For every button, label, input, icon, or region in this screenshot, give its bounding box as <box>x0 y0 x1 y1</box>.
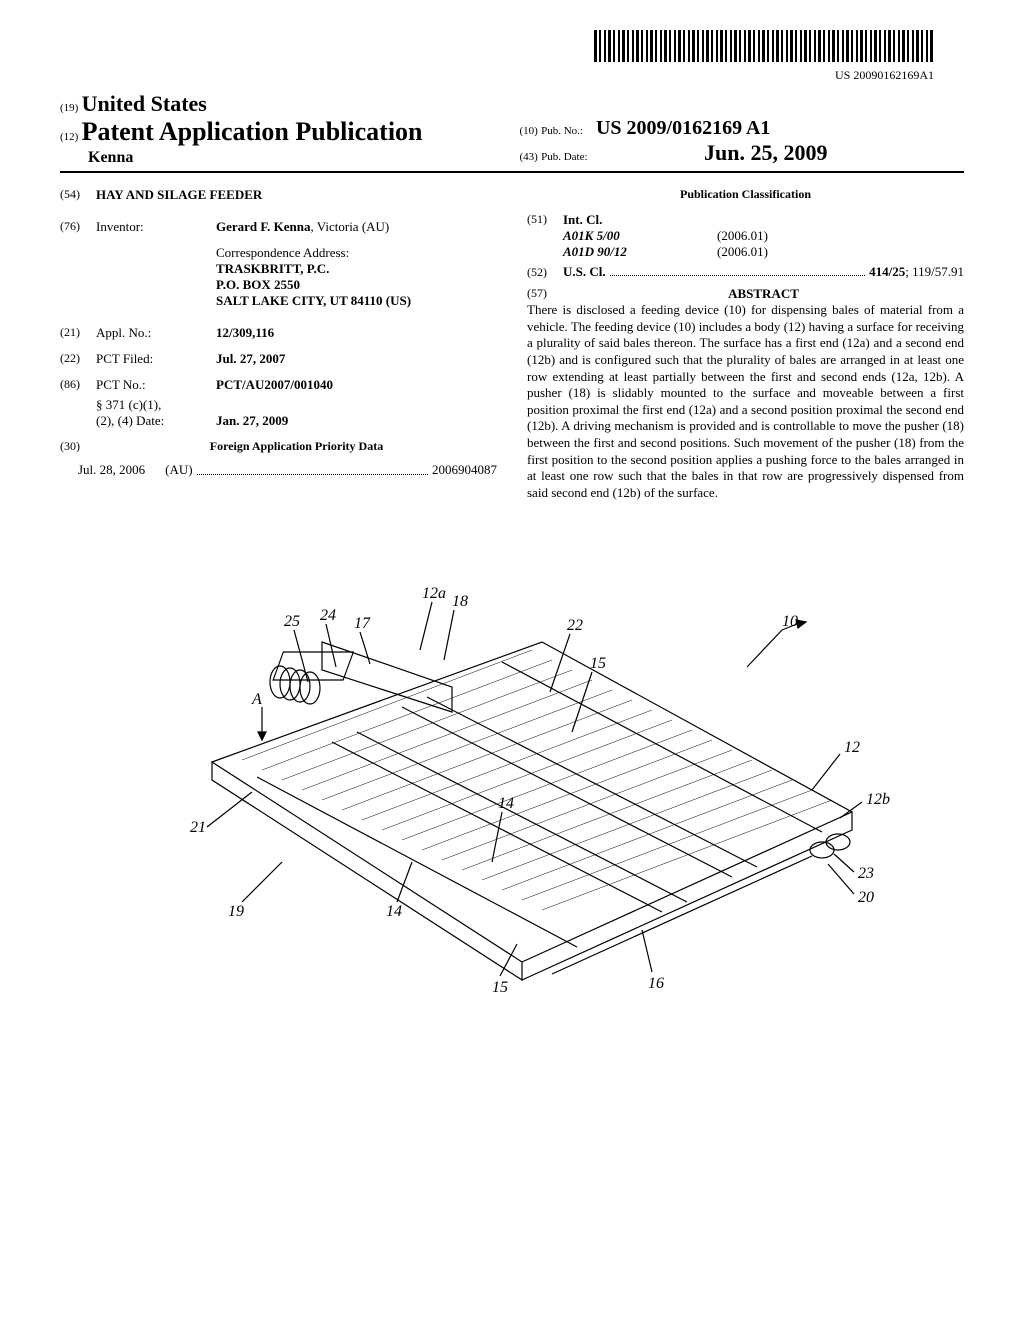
biblio-left: (54) HAY AND SILAGE FEEDER (76) Inventor… <box>60 187 497 502</box>
country: United States <box>82 91 207 116</box>
ref-21: 21 <box>190 819 206 836</box>
applno-value: 12/309,116 <box>216 325 274 341</box>
intcl1-code: A01K 5/00 <box>563 228 657 244</box>
ref-12a: 12a <box>422 585 446 602</box>
ref-24: 24 <box>320 607 336 624</box>
uscl-label: U.S. Cl. <box>563 264 606 280</box>
pubno-prefix: (10) <box>520 125 538 137</box>
pubno: US 2009/0162169 A1 <box>596 117 770 139</box>
intcl-code: (51) <box>527 212 563 260</box>
corr-line1: TRASKBRITT, P.C. <box>216 261 497 277</box>
abstract-head-row: (57) ABSTRACT <box>527 286 964 302</box>
ref-22: 22 <box>567 617 583 634</box>
s371-row1: § 371 (c)(1), <box>60 397 497 413</box>
inventor-code: (76) <box>60 219 96 235</box>
applno-row: (21) Appl. No.: 12/309,116 <box>60 325 497 341</box>
uscl-dots <box>610 275 866 276</box>
ref-16: 16 <box>648 975 664 992</box>
invention-title: HAY AND SILAGE FEEDER <box>96 187 262 203</box>
applno-label: Appl. No.: <box>96 325 216 341</box>
uscl-code: (52) <box>527 265 563 280</box>
figure-svg: 25 24 17 12a 18 22 15 10 A 21 14 14 12 1… <box>122 532 902 1012</box>
corr-label: Correspondence Address: <box>216 245 497 261</box>
ref-14b: 14 <box>386 903 402 920</box>
figure: 25 24 17 12a 18 22 15 10 A 21 14 14 12 1… <box>60 532 964 1016</box>
abstract-code: (57) <box>527 286 563 302</box>
ref-19: 19 <box>228 903 244 920</box>
dots-fill <box>197 462 428 475</box>
priority-date: Jul. 28, 2006 <box>78 462 145 478</box>
priority-head-row: (30) Foreign Application Priority Data <box>60 439 497 454</box>
intcl2-year: (2006.01) <box>717 244 768 260</box>
barcode-region: US 20090162169A1 <box>60 30 934 83</box>
ref-18: 18 <box>452 593 468 610</box>
ref-12b: 12b <box>866 791 890 808</box>
s371-row2: (2), (4) Date: Jan. 27, 2009 <box>60 413 497 429</box>
kind-prefix: (12) <box>60 131 78 143</box>
correspondence: Correspondence Address: TRASKBRITT, P.C.… <box>96 245 497 309</box>
ref-15a: 15 <box>590 655 606 672</box>
inventor-row: (76) Inventor: Gerard F. Kenna, Victoria… <box>60 219 497 235</box>
country-prefix: (19) <box>60 102 78 114</box>
corr-line3: SALT LAKE CITY, UT 84110 (US) <box>216 293 497 309</box>
biblio-columns: (54) HAY AND SILAGE FEEDER (76) Inventor… <box>60 187 964 502</box>
biblio-right: Publication Classification (51) Int. Cl.… <box>527 187 964 502</box>
title-row: (54) HAY AND SILAGE FEEDER <box>60 187 497 203</box>
pubdate: Jun. 25, 2009 <box>704 140 827 165</box>
pubclass-head: Publication Classification <box>527 187 964 202</box>
inventor-name: Gerard F. Kenna <box>216 219 311 234</box>
pctfiled-row: (22) PCT Filed: Jul. 27, 2007 <box>60 351 497 367</box>
header-left: (19) United States (12) Patent Applicati… <box>60 91 505 167</box>
corr-line2: P.O. BOX 2550 <box>216 277 497 293</box>
applno-code: (21) <box>60 325 96 341</box>
uscl-value: 414/25 <box>869 264 905 280</box>
ref-10: 10 <box>782 613 798 630</box>
pubdate-label: Pub. Date: <box>541 151 587 163</box>
s371-label2: (2), (4) Date: <box>96 413 216 429</box>
pctno-code: (86) <box>60 377 96 393</box>
ref-17: 17 <box>354 615 371 632</box>
barcode-graphic <box>594 30 934 62</box>
uscl-row: (52) U.S. Cl. 414/25; 119/57.91 <box>527 264 964 280</box>
ref-20: 20 <box>858 889 874 906</box>
ref-A: A <box>251 691 262 708</box>
priority-num: 2006904087 <box>432 462 497 478</box>
uscl-value2: ; 119/57.91 <box>905 264 964 280</box>
pctfiled-value: Jul. 27, 2007 <box>216 351 285 367</box>
intcl-label: Int. Cl. <box>563 212 768 228</box>
pubdate-prefix: (43) <box>520 151 538 163</box>
title-code: (54) <box>60 187 96 203</box>
intcl-row: (51) Int. Cl. A01K 5/00 (2006.01) A01D 9… <box>527 212 964 260</box>
ref-25: 25 <box>284 613 300 630</box>
ref-15b: 15 <box>492 979 508 996</box>
abstract-head: ABSTRACT <box>563 286 964 302</box>
header-right: (10) Pub. No.: US 2009/0162169 A1 (43) P… <box>505 91 965 167</box>
barcode-number: US 20090162169A1 <box>60 68 934 83</box>
intcl1-year: (2006.01) <box>717 228 768 244</box>
inventor-loc: , Victoria (AU) <box>311 219 390 234</box>
pctno-row: (86) PCT No.: PCT/AU2007/001040 <box>60 377 497 393</box>
pubno-label: Pub. No.: <box>541 125 583 137</box>
author-head: Kenna <box>88 149 505 167</box>
s371-value: Jan. 27, 2009 <box>216 413 288 429</box>
doc-kind: Patent Application Publication <box>82 117 423 146</box>
priority-head: Foreign Application Priority Data <box>96 439 497 454</box>
priority-country: (AU) <box>165 462 192 478</box>
header: (19) United States (12) Patent Applicati… <box>60 91 964 173</box>
priority-code: (30) <box>60 439 96 454</box>
intcl2-code: A01D 90/12 <box>563 244 657 260</box>
pctfiled-label: PCT Filed: <box>96 351 216 367</box>
priority-row: Jul. 28, 2006 (AU) 2006904087 <box>78 462 497 478</box>
pctno-value: PCT/AU2007/001040 <box>216 377 333 393</box>
pctfiled-code: (22) <box>60 351 96 367</box>
inventor-label: Inventor: <box>96 219 216 235</box>
ref-12: 12 <box>844 739 860 756</box>
s371-label1: § 371 (c)(1), <box>96 397 216 413</box>
ref-14a: 14 <box>498 795 514 812</box>
pctno-label: PCT No.: <box>96 377 216 393</box>
ref-23: 23 <box>858 865 874 882</box>
abstract-body: There is disclosed a feeding device (10)… <box>527 302 964 502</box>
